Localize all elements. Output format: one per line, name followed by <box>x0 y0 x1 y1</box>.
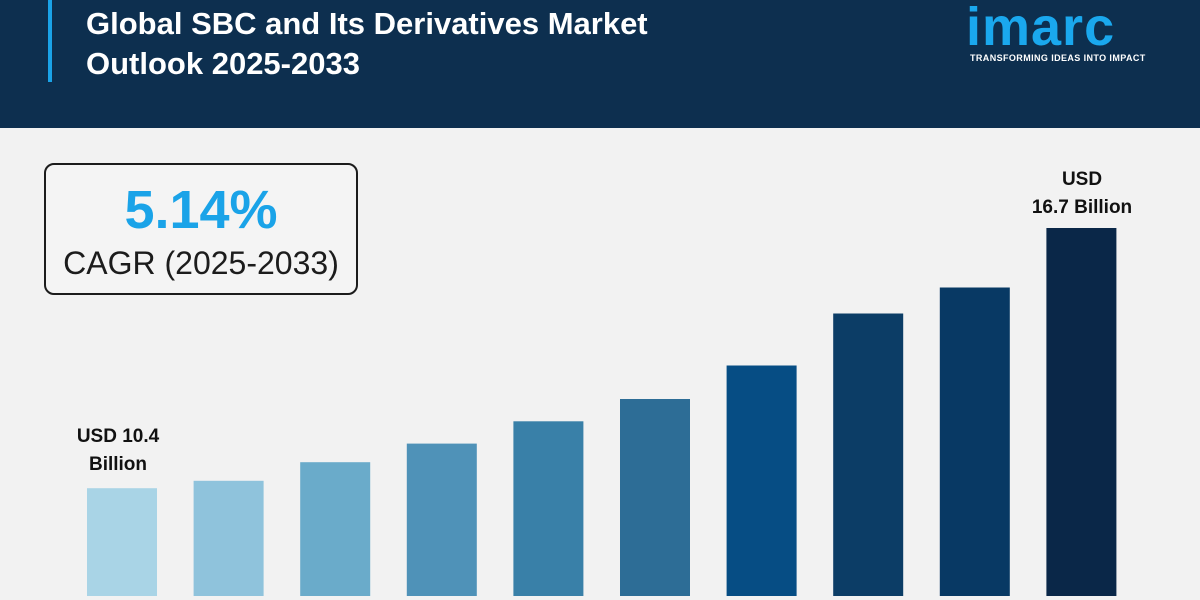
header-banner: Global SBC and Its Derivatives Market Ou… <box>0 0 1200 128</box>
title-line-2: Outlook 2025-2033 <box>86 46 360 81</box>
bar-2027 <box>300 462 371 596</box>
imarc-logo: imarc TRANSFORMING IDEAS INTO IMPACT <box>966 0 1182 72</box>
bar-2026 <box>193 480 264 596</box>
bar-2033 <box>939 287 1010 596</box>
first-bar-value-label: USD 10.4 Billion <box>62 423 174 479</box>
bar-2030 <box>620 399 690 596</box>
bar-2025 <box>87 488 157 596</box>
title-accent-line <box>48 0 52 82</box>
cagr-label: CAGR (2025-2033) <box>63 245 339 281</box>
cagr-value: 5.14% <box>124 180 278 240</box>
cagr-box: 5.14% CAGR (2025-2033) <box>44 163 358 295</box>
logo-tagline: TRANSFORMING IDEAS INTO IMPACT <box>970 53 1146 63</box>
bar-2034 <box>1046 228 1117 596</box>
first-bar-label-line-1: USD 10.4 <box>76 426 160 447</box>
bar-2029 <box>513 421 584 596</box>
last-bar-label-line-1: USD <box>1061 169 1103 190</box>
last-bar-value-label: USD 16.7 Billion <box>1018 166 1146 222</box>
last-bar-label-line-2: 16.7 Billion <box>1031 197 1133 218</box>
first-bar-label-line-2: Billion <box>88 454 148 475</box>
bar-2032 <box>833 313 904 596</box>
logo-wordmark: imarc <box>966 0 1116 57</box>
page-title: Global SBC and Its Derivatives Market Ou… <box>86 4 846 84</box>
title-line-1: Global SBC and Its Derivatives Market <box>86 6 648 41</box>
bar-2028 <box>406 443 477 596</box>
bar-2031 <box>726 365 797 596</box>
